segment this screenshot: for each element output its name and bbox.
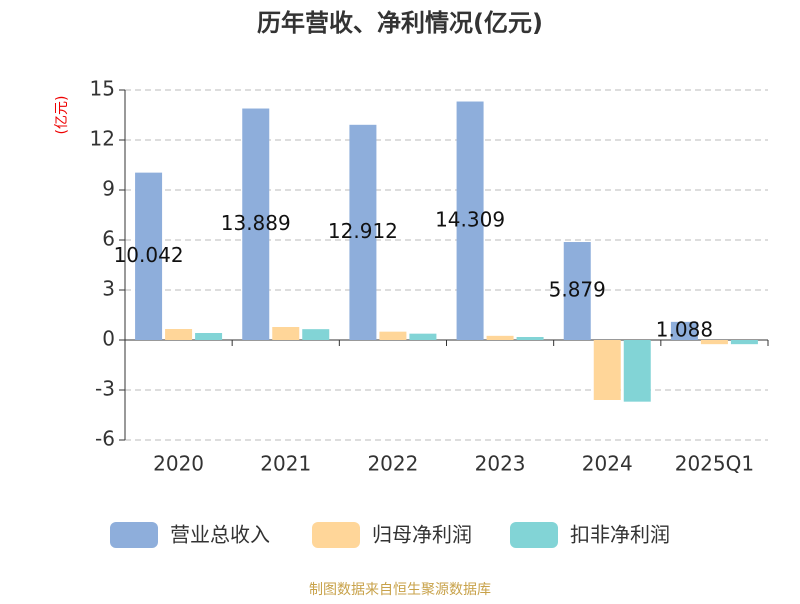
value-label: 5.879: [549, 278, 606, 302]
x-tick-label: 2021: [260, 452, 311, 476]
x-tick-label: 2020: [153, 452, 204, 476]
y-tick-label: 9: [102, 177, 115, 201]
source-note: 制图数据来自恒生聚源数据库: [309, 582, 491, 598]
x-tick-label: 2023: [475, 452, 526, 476]
legend-swatch: [312, 522, 360, 548]
y-tick-label: 6: [102, 227, 115, 251]
bar: [379, 331, 407, 340]
legend-label: 归母净利润: [372, 523, 472, 547]
bar: [456, 101, 484, 341]
value-label: 12.912: [328, 219, 398, 243]
bar: [272, 327, 300, 340]
value-label: 10.042: [114, 243, 184, 267]
bar: [486, 335, 514, 340]
legend-swatch: [110, 522, 158, 548]
legend-label: 扣非净利润: [570, 523, 670, 547]
bar: [195, 333, 223, 340]
x-tick-label: 2025Q1: [675, 452, 754, 476]
bar: [165, 329, 193, 340]
bar: [135, 172, 163, 340]
y-tick-label: 0: [102, 327, 115, 351]
bar: [593, 340, 621, 400]
bar: [242, 108, 270, 341]
y-tick-label: 3: [102, 277, 115, 301]
bar: [563, 242, 591, 340]
bar: [349, 124, 377, 340]
chart-title: 历年营收、净利情况(亿元): [257, 9, 543, 37]
legend-swatch: [510, 522, 558, 548]
bar: [670, 321, 698, 340]
bar: [623, 340, 651, 402]
value-label: 14.309: [435, 207, 505, 231]
y-tick-label: -6: [95, 427, 115, 451]
x-tick-label: 2022: [367, 452, 418, 476]
y-axis-label: (亿元): [54, 96, 70, 135]
y-tick-label: 12: [90, 127, 115, 151]
y-tick-label: -3: [95, 377, 115, 401]
x-tick-label: 2024: [582, 452, 633, 476]
bar: [409, 333, 437, 340]
bar: [700, 340, 728, 345]
y-tick-label: 15: [90, 77, 115, 101]
bar: [516, 337, 544, 340]
bar: [730, 340, 758, 345]
bar: [302, 329, 330, 340]
value-label: 13.889: [221, 211, 291, 235]
value-label: 1.088: [656, 317, 713, 341]
legend-label: 营业总收入: [170, 523, 270, 547]
